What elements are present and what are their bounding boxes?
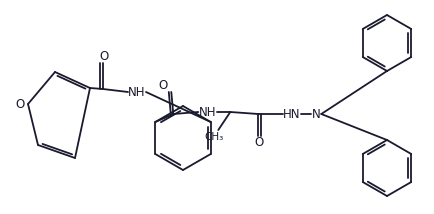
Text: O: O — [99, 49, 108, 62]
Text: O: O — [15, 98, 25, 110]
Text: CH₃: CH₃ — [204, 132, 224, 142]
Text: NH: NH — [198, 106, 216, 119]
Text: N: N — [311, 107, 320, 120]
Text: O: O — [254, 137, 263, 150]
Text: NH: NH — [128, 86, 145, 98]
Text: HN: HN — [282, 107, 299, 120]
Text: O: O — [158, 79, 168, 92]
